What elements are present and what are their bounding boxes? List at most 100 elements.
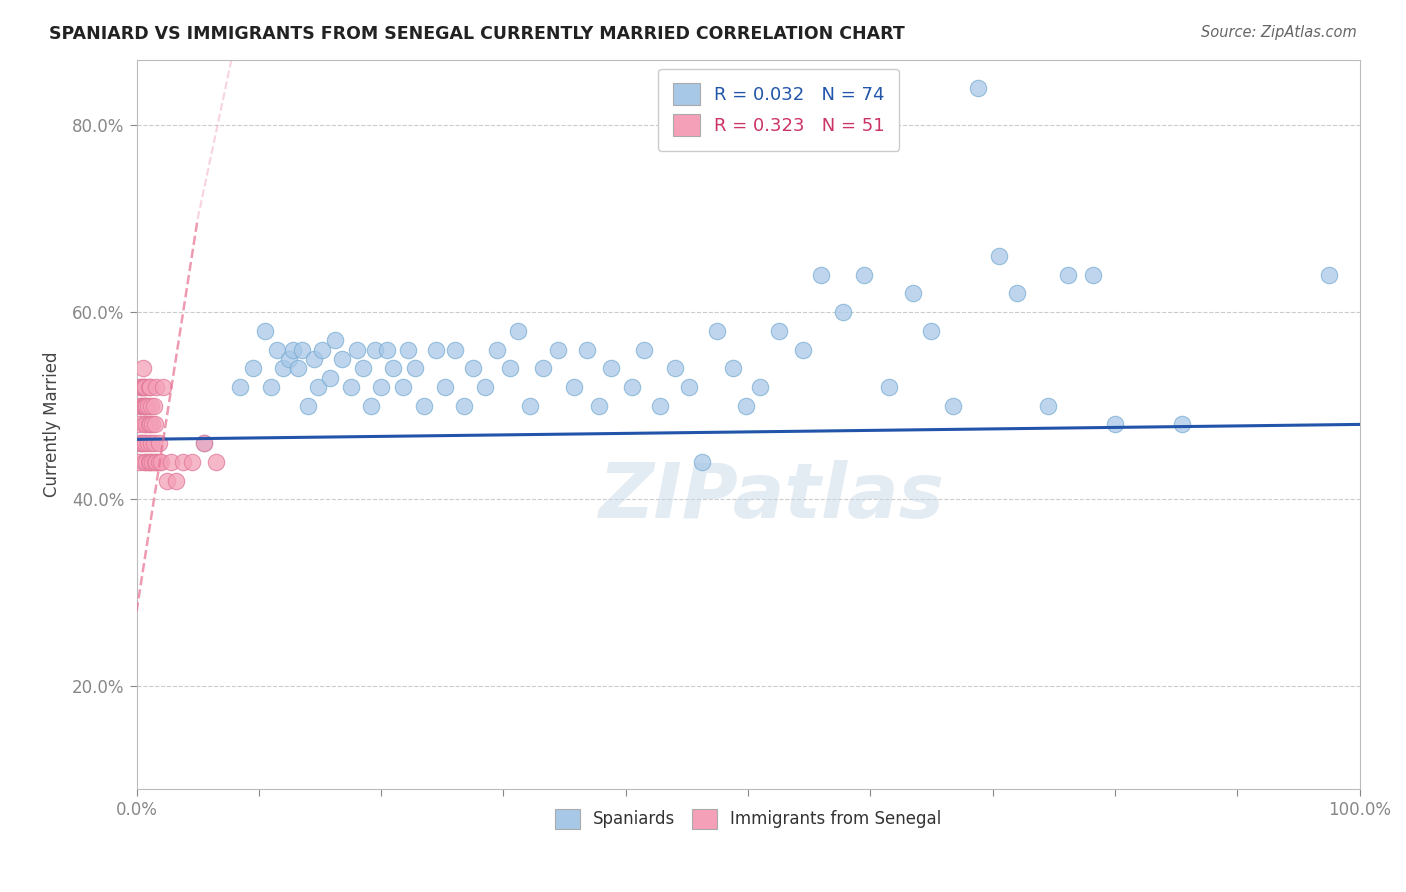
Point: [253, 324, 276, 338]
Point: [141, 417, 163, 432]
Point: [519, 399, 541, 413]
Point: [134, 436, 156, 450]
Point: [129, 436, 152, 450]
Point: [134, 380, 156, 394]
Point: [404, 361, 426, 376]
Point: [474, 380, 496, 394]
Point: [1036, 399, 1059, 413]
Point: [180, 455, 202, 469]
Point: [352, 361, 374, 376]
Point: [141, 436, 163, 450]
Point: [311, 343, 333, 357]
Point: [131, 399, 153, 413]
Point: [360, 399, 382, 413]
Point: [291, 343, 314, 357]
Point: [749, 380, 772, 394]
Point: [266, 343, 288, 357]
Point: [370, 380, 392, 394]
Point: [152, 380, 174, 394]
Point: [260, 380, 283, 394]
Point: [139, 417, 162, 432]
Point: [139, 455, 162, 469]
Point: [987, 249, 1010, 263]
Point: [307, 380, 329, 394]
Point: [132, 399, 155, 413]
Point: [156, 474, 179, 488]
Point: [129, 399, 152, 413]
Point: [139, 380, 162, 394]
Point: [323, 333, 346, 347]
Point: [150, 455, 173, 469]
Text: Source: ZipAtlas.com: Source: ZipAtlas.com: [1201, 25, 1357, 40]
Point: [131, 399, 153, 413]
Text: ZIPatlas: ZIPatlas: [599, 460, 945, 534]
Point: [143, 455, 166, 469]
Point: [1317, 268, 1340, 282]
Point: [453, 399, 475, 413]
Point: [128, 455, 150, 469]
Point: [131, 436, 153, 450]
Point: [690, 455, 713, 469]
Point: [165, 474, 187, 488]
Point: [135, 455, 157, 469]
Point: [135, 399, 157, 413]
Point: [633, 343, 655, 357]
Point: [664, 361, 686, 376]
Point: [1005, 286, 1028, 301]
Text: SPANIARD VS IMMIGRANTS FROM SENEGAL CURRENTLY MARRIED CORRELATION CHART: SPANIARD VS IMMIGRANTS FROM SENEGAL CURR…: [49, 25, 905, 43]
Point: [792, 343, 814, 357]
Point: [920, 324, 942, 338]
Point: [145, 380, 167, 394]
Point: [281, 343, 304, 357]
Point: [128, 417, 150, 432]
Point: [832, 305, 855, 319]
Point: [364, 343, 387, 357]
Y-axis label: Currently Married: Currently Married: [44, 351, 60, 497]
Point: [159, 455, 181, 469]
Point: [461, 361, 484, 376]
Legend: Spaniards, Immigrants from Senegal: Spaniards, Immigrants from Senegal: [548, 802, 948, 836]
Point: [375, 343, 398, 357]
Point: [141, 455, 163, 469]
Point: [330, 351, 353, 366]
Point: [588, 399, 610, 413]
Point: [143, 417, 166, 432]
Point: [942, 399, 965, 413]
Point: [242, 361, 264, 376]
Point: [132, 380, 155, 394]
Point: [600, 361, 623, 376]
Point: [205, 455, 228, 469]
Point: [131, 380, 153, 394]
Point: [136, 436, 159, 450]
Point: [302, 351, 325, 366]
Point: [498, 361, 520, 376]
Point: [287, 361, 309, 376]
Point: [443, 343, 465, 357]
Point: [734, 399, 756, 413]
Point: [339, 380, 361, 394]
Point: [138, 380, 160, 394]
Point: [486, 343, 509, 357]
Point: [229, 380, 252, 394]
Point: [531, 361, 554, 376]
Point: [346, 343, 368, 357]
Point: [413, 399, 436, 413]
Point: [129, 380, 152, 394]
Point: [620, 380, 643, 394]
Point: [648, 399, 671, 413]
Point: [138, 417, 160, 432]
Point: [145, 455, 167, 469]
Point: [131, 361, 153, 376]
Point: [1081, 268, 1104, 282]
Point: [706, 324, 728, 338]
Point: [877, 380, 900, 394]
Point: [768, 324, 790, 338]
Point: [132, 417, 155, 432]
Point: [271, 361, 294, 376]
Point: [1057, 268, 1080, 282]
Point: [142, 436, 165, 450]
Point: [172, 455, 194, 469]
Point: [1171, 417, 1194, 432]
Point: [678, 380, 700, 394]
Point: [433, 380, 456, 394]
